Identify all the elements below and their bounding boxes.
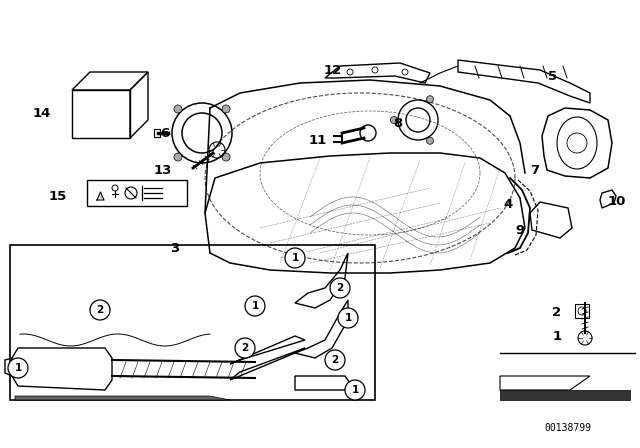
Circle shape <box>174 153 182 161</box>
Circle shape <box>222 105 230 113</box>
Circle shape <box>90 300 110 320</box>
Text: 1: 1 <box>14 363 22 373</box>
Text: 2: 2 <box>241 343 248 353</box>
Text: 9: 9 <box>515 224 525 237</box>
Circle shape <box>390 116 397 124</box>
Text: 8: 8 <box>394 116 403 129</box>
Circle shape <box>174 105 182 113</box>
Text: 1: 1 <box>291 253 299 263</box>
Text: 1: 1 <box>344 313 351 323</box>
Bar <box>154 129 160 137</box>
Text: 14: 14 <box>33 107 51 120</box>
Circle shape <box>338 308 358 328</box>
Text: 11: 11 <box>309 134 327 146</box>
Text: 2: 2 <box>552 306 561 319</box>
Text: 15: 15 <box>49 190 67 202</box>
Circle shape <box>222 153 230 161</box>
Text: 7: 7 <box>531 164 540 177</box>
Text: 4: 4 <box>504 198 513 211</box>
Circle shape <box>8 358 28 378</box>
Bar <box>87 180 187 206</box>
Text: 10: 10 <box>608 194 626 207</box>
Text: 1: 1 <box>552 329 561 343</box>
Text: 12: 12 <box>324 64 342 77</box>
Text: 5: 5 <box>548 69 557 82</box>
Text: 1: 1 <box>351 385 358 395</box>
Text: 6: 6 <box>161 126 170 139</box>
Circle shape <box>325 350 345 370</box>
Text: 3: 3 <box>170 241 180 254</box>
Text: 13: 13 <box>154 164 172 177</box>
Circle shape <box>426 137 433 144</box>
Text: 2: 2 <box>337 283 344 293</box>
Circle shape <box>426 96 433 103</box>
Circle shape <box>245 296 265 316</box>
Circle shape <box>285 248 305 268</box>
Text: 2: 2 <box>332 355 339 365</box>
Text: !: ! <box>99 194 102 199</box>
Circle shape <box>330 278 350 298</box>
Circle shape <box>345 380 365 400</box>
Polygon shape <box>500 390 630 400</box>
Polygon shape <box>15 396 230 400</box>
Text: 00138799: 00138799 <box>545 423 591 433</box>
Circle shape <box>235 338 255 358</box>
Text: 2: 2 <box>97 305 104 315</box>
Bar <box>10 245 375 400</box>
Text: 1: 1 <box>252 301 259 311</box>
Bar <box>575 304 589 318</box>
